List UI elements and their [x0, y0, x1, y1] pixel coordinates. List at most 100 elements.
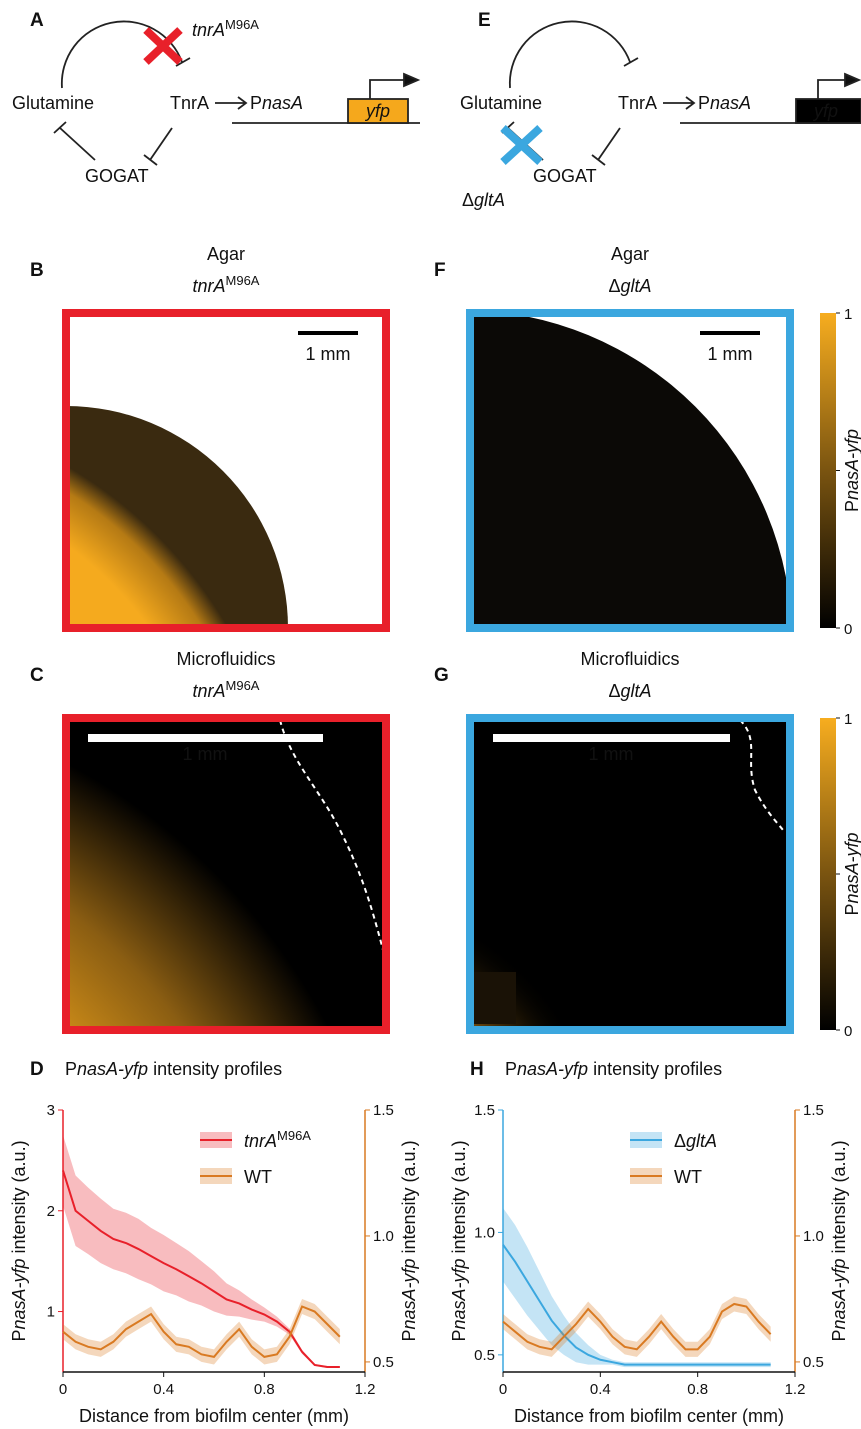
text-part: P	[250, 93, 262, 113]
arc	[510, 21, 630, 88]
figure: AGlutamineTnrAGOGATPnasAyfptnrAM96AEGlut…	[0, 0, 861, 1429]
text-part: P	[399, 1330, 419, 1342]
x-tick-label: 0.4	[153, 1381, 174, 1398]
text-part: P	[65, 1059, 77, 1079]
text-part: WT	[244, 1167, 272, 1187]
inhibit-bar	[624, 58, 638, 66]
gene: tnrA	[193, 276, 226, 296]
mutation: ΔgltA	[462, 190, 505, 210]
y2-tick-label: 1.0	[803, 1228, 824, 1245]
text-part: Δ	[608, 276, 620, 296]
text-part: P	[829, 1330, 849, 1342]
text-part: P	[842, 904, 861, 916]
x-tick-label: 1.2	[785, 1381, 806, 1398]
legend-label: WT	[674, 1167, 702, 1187]
y-tick-label: 1.0	[474, 1224, 495, 1241]
y-tick-label: 0.5	[474, 1347, 495, 1364]
promoter: PnasA	[698, 93, 751, 113]
node: Glutamine	[460, 93, 542, 113]
colorbar-tick-label: 1	[844, 306, 852, 323]
x-tick-label: 1.2	[355, 1381, 376, 1398]
y-tick-label: 2	[47, 1203, 55, 1220]
text-part: nasA-yfp	[829, 1258, 849, 1329]
panel-letter: B	[30, 260, 44, 281]
x-tick-label: 0	[499, 1381, 507, 1398]
x-axis-label: Distance from biofilm center (mm)	[514, 1406, 784, 1426]
text-part: P	[698, 93, 710, 113]
text-part: nasA-yfp	[9, 1258, 29, 1329]
x-tick-label: 0.4	[590, 1381, 611, 1398]
text-part: gltA	[474, 190, 505, 210]
colorbar-tick-label: 0	[844, 1023, 852, 1040]
gene: tnrA	[193, 681, 226, 701]
y2-tick-label: 1.5	[373, 1102, 394, 1119]
legend-label: WT	[244, 1167, 272, 1187]
panel-letter: F	[434, 260, 446, 281]
scale-bar-label: 1 mm	[183, 744, 228, 764]
text-part: gltA	[621, 681, 652, 701]
arrowhead	[845, 74, 859, 86]
page: {"panels": { "A": {"letter": "A", "nodes…	[0, 0, 861, 1429]
edge	[150, 128, 172, 160]
colorbar-tick-label: 0	[844, 621, 852, 638]
text-part: P	[842, 500, 861, 512]
gene: tnrA	[244, 1131, 277, 1151]
colorbar-tick-label: 1	[844, 711, 852, 728]
panel-subtitle: ΔgltA	[608, 681, 651, 701]
chart-title: PnasA-yfp intensity profiles	[65, 1059, 282, 1079]
scale-bar-label: 1 mm	[589, 744, 634, 764]
y2-axis-label: PnasA-yfp intensity (a.u.)	[829, 1140, 849, 1341]
image-g	[337, 718, 790, 1163]
text-part: nasA-yfp	[449, 1258, 469, 1329]
text-part: P	[505, 1059, 517, 1079]
superscript: M96A	[277, 1128, 311, 1143]
text-part: P	[9, 1330, 29, 1342]
y2-tick-label: 1.0	[373, 1228, 394, 1245]
panel-letter: E	[478, 10, 491, 31]
text-part: intensity (a.u.)	[9, 1140, 29, 1258]
arrow	[215, 97, 246, 109]
panel-title: Agar	[611, 244, 649, 264]
gene: tnrA	[192, 20, 225, 40]
text-part: nasA	[710, 93, 751, 113]
x-axis-label: Distance from biofilm center (mm)	[79, 1406, 349, 1426]
y-tick-label: 1.5	[474, 1102, 495, 1119]
panel-subtitle: tnrAM96A	[193, 678, 260, 702]
colorbar-label: PnasA-yfp	[842, 832, 861, 915]
colorbar-label: PnasA-yfp	[842, 429, 861, 512]
text-part: nasA-yfp	[77, 1059, 148, 1079]
text-part: nasA-yfp	[842, 429, 861, 500]
diagram-a	[54, 21, 420, 165]
cross	[503, 128, 540, 162]
superscript: M96A	[225, 17, 259, 32]
panel-title: Microfluidics	[176, 649, 275, 669]
scale-bar-label: 1 mm	[708, 344, 753, 364]
panel-title: Agar	[207, 244, 245, 264]
arc	[62, 21, 182, 88]
colorbar	[820, 313, 836, 628]
inhibit-bar	[144, 155, 157, 165]
mutation: tnrAM96A	[192, 17, 259, 41]
text-part: gltA	[686, 1131, 717, 1151]
text-part: intensity profiles	[148, 1059, 282, 1079]
text-part: WT	[674, 1167, 702, 1187]
y-tick-label: 1	[47, 1304, 55, 1321]
text-part: intensity profiles	[588, 1059, 722, 1079]
gene-label: yfp	[364, 101, 390, 121]
y-tick-label: 3	[47, 1102, 55, 1119]
panel-letter: G	[434, 665, 449, 686]
panel-subtitle: ΔgltA	[608, 276, 651, 296]
inset	[474, 972, 516, 1024]
node: Glutamine	[12, 93, 94, 113]
scale-bar-label: 1 mm	[306, 344, 351, 364]
text-part: Δ	[674, 1131, 686, 1151]
arrowhead	[404, 74, 418, 86]
panel-letter: H	[470, 1059, 484, 1080]
superscript: M96A	[226, 678, 260, 693]
chart-title: PnasA-yfp intensity profiles	[505, 1059, 722, 1079]
panel-letter: A	[30, 10, 44, 31]
x-tick-label: 0.8	[254, 1381, 275, 1398]
panel-subtitle: tnrAM96A	[193, 273, 260, 297]
y-axis-label: PnasA-yfp intensity (a.u.)	[9, 1140, 29, 1341]
node: TnrA	[618, 93, 657, 113]
